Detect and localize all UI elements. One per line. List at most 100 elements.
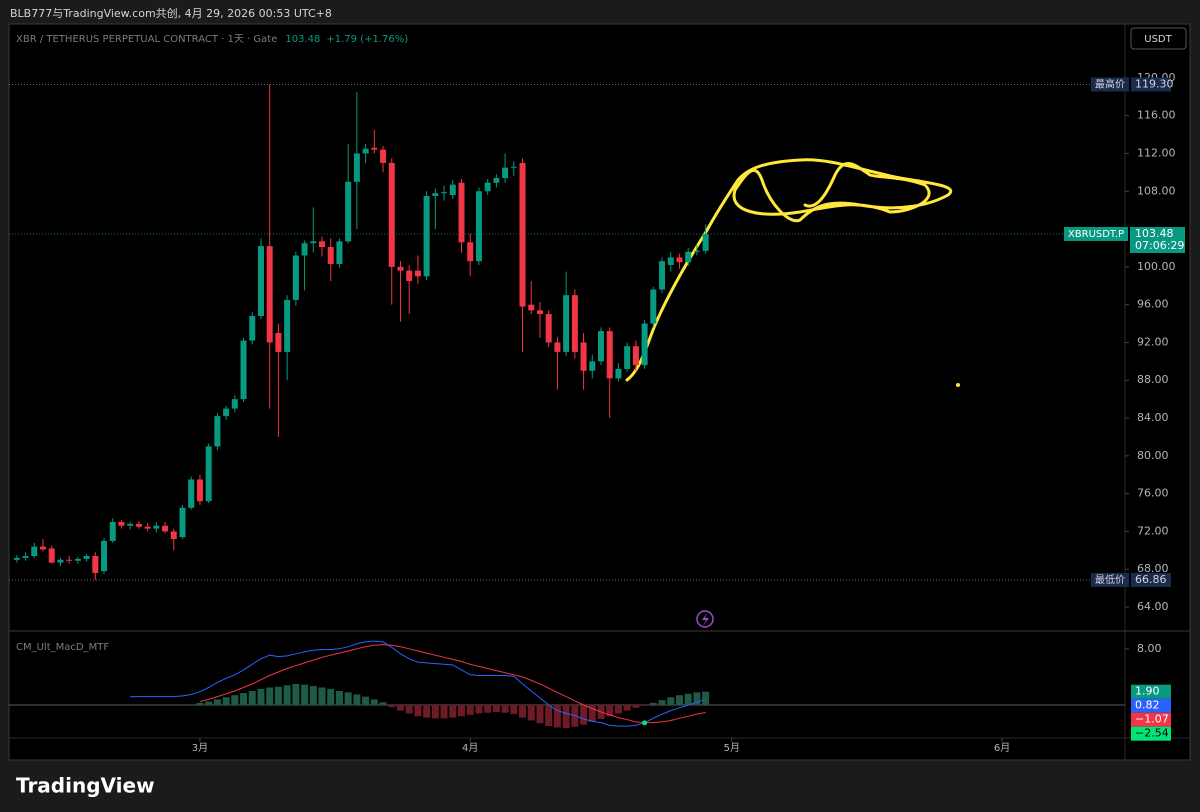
histogram-bar [667, 697, 675, 706]
histogram-bar [606, 705, 614, 717]
candle-body [240, 340, 247, 400]
candle-body [127, 523, 134, 526]
symbol-title: XBR / TETHERUS PERPETUAL CONTRACT · 1天 ·… [16, 34, 277, 45]
candle-body [554, 342, 561, 352]
histogram-bar [266, 687, 274, 706]
histogram-bar [693, 692, 701, 706]
candle-body [493, 178, 500, 183]
histogram-bar [553, 705, 561, 728]
candle-body [484, 182, 491, 192]
price-line-value: 66.86 [1135, 573, 1167, 586]
histogram-bar [274, 686, 282, 706]
candle-body [414, 270, 421, 277]
candle-body [48, 548, 55, 563]
candle-body [659, 261, 666, 290]
candle-body [345, 181, 352, 242]
candle-body [170, 531, 177, 540]
candle-body [310, 241, 317, 244]
histogram-bar [423, 705, 431, 718]
histogram-bar [684, 693, 692, 706]
candle-body [449, 184, 456, 196]
candle-body [144, 526, 151, 529]
y-tick-label: 88.00 [1137, 373, 1169, 386]
y-tick-label: 80.00 [1137, 449, 1169, 462]
candle-body [22, 556, 29, 558]
y-tick-label: 112.00 [1137, 146, 1176, 159]
last-name-box [1064, 226, 1128, 241]
event-icon[interactable] [696, 610, 714, 628]
histogram-bar [658, 700, 666, 706]
candle-body [432, 193, 439, 196]
candle-body [74, 558, 81, 561]
indicator-value-box [1131, 698, 1171, 713]
candle-body [388, 162, 395, 267]
histogram-bar [335, 690, 343, 706]
histogram-bar [536, 705, 544, 724]
candle-body [135, 523, 142, 527]
candle-body [632, 346, 639, 366]
price-line-value-box [1131, 573, 1171, 588]
candle-body [275, 333, 282, 352]
candle-body [458, 182, 465, 243]
histogram-bar [213, 699, 221, 706]
indicator-value-label: −1.07 [1135, 713, 1169, 726]
cross-marker [642, 720, 648, 726]
candle-body [589, 361, 596, 371]
histogram-bar [396, 705, 404, 711]
candle-body [362, 148, 369, 154]
candle-body [284, 299, 291, 352]
currency-label[interactable]: USDT [1144, 34, 1172, 45]
candle-body [92, 556, 99, 574]
candle-body [257, 246, 264, 316]
candle-body [685, 251, 692, 263]
candle-body [545, 314, 552, 343]
candle-body [40, 546, 47, 550]
histogram-bar [588, 705, 596, 722]
price-line-value: 119.30 [1135, 77, 1174, 90]
histogram-bar [649, 702, 657, 706]
histogram-bar [405, 705, 413, 714]
histogram-bar [466, 705, 474, 715]
histogram-bar [309, 686, 317, 706]
candle-body [598, 331, 605, 362]
histogram-bar [632, 705, 640, 708]
candle-body [249, 315, 256, 341]
x-tick-label: 3月 [192, 742, 208, 754]
x-tick-label: 6月 [994, 742, 1010, 754]
candle-body [118, 521, 125, 526]
macd-line [130, 640, 706, 727]
candle-body [667, 257, 674, 265]
histogram-bar [196, 702, 204, 706]
candle-body [153, 525, 160, 529]
histogram-bar [545, 705, 553, 727]
candle-body [13, 557, 20, 560]
y-tick-label: 116.00 [1137, 109, 1176, 122]
histogram-bar [205, 701, 213, 706]
candle-body [292, 255, 299, 300]
candle-body [319, 241, 326, 248]
histogram-bar [248, 690, 256, 706]
currency-button[interactable] [1130, 27, 1187, 50]
x-tick-label: 5月 [724, 742, 740, 754]
histogram-bar [379, 702, 387, 706]
candle-body [188, 479, 195, 508]
candle-body [580, 342, 587, 371]
candle-body [101, 540, 108, 572]
hand-drawing [625, 158, 953, 382]
price-change: +1.79 (+1.76%) [326, 34, 408, 45]
histogram-bar [623, 705, 631, 711]
candle-body [423, 195, 430, 277]
y-tick-label: 72.00 [1137, 524, 1169, 537]
candle-body [571, 295, 578, 352]
event-bolt [702, 613, 709, 626]
candle-body [606, 331, 613, 379]
indicator-value-label: 0.82 [1135, 699, 1160, 712]
last-price-box [1130, 226, 1185, 253]
candle-body [301, 243, 308, 256]
countdown: 07:06:29 [1135, 239, 1184, 252]
chart-frame [8, 23, 1191, 761]
candle-body [205, 446, 212, 502]
histogram-bar [231, 695, 239, 706]
candle-body [406, 270, 413, 282]
candle-body [510, 166, 517, 168]
